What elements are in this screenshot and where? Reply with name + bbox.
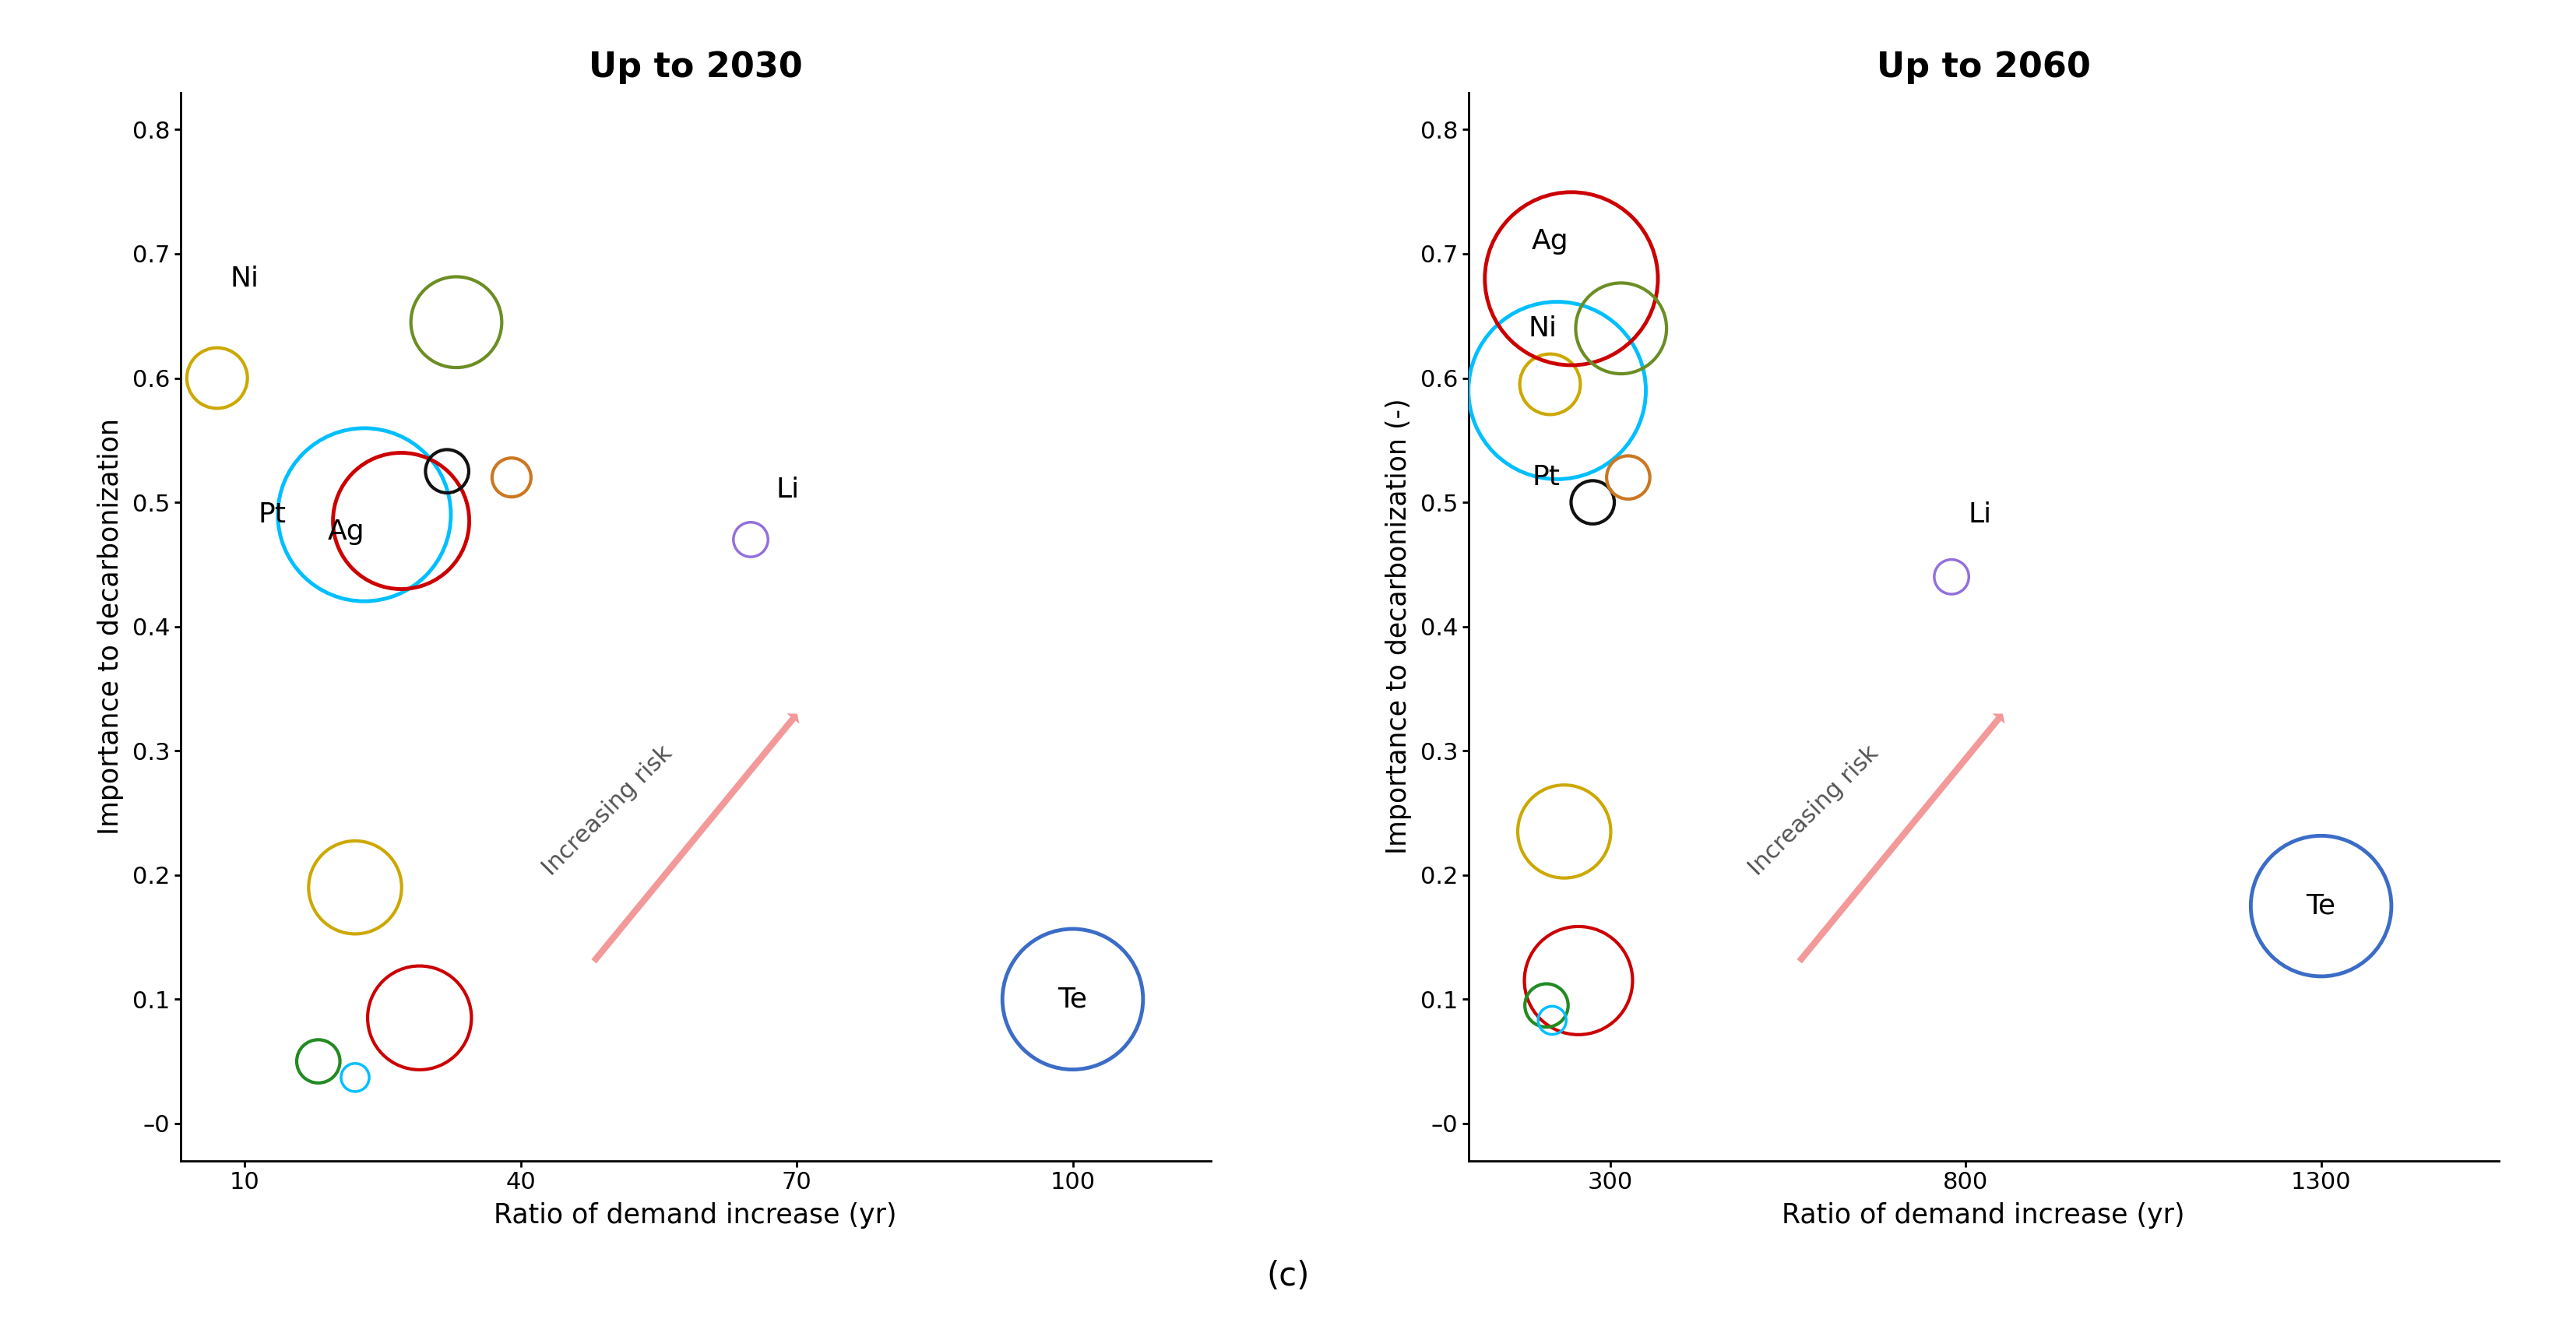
- Point: [381, 510, 422, 532]
- Point: [2300, 896, 2342, 917]
- Text: Li: Li: [1968, 501, 1991, 528]
- Title: Up to 2030: Up to 2030: [587, 50, 804, 84]
- Text: Increasing risk: Increasing risk: [1744, 741, 1883, 880]
- Point: [343, 504, 384, 525]
- Point: [1607, 467, 1649, 488]
- X-axis label: Ratio of demand increase (yr): Ratio of demand increase (yr): [1783, 1202, 2184, 1229]
- Point: [399, 1008, 440, 1029]
- Point: [1051, 989, 1092, 1010]
- Text: Li: Li: [775, 476, 799, 503]
- Text: Pt: Pt: [258, 501, 286, 528]
- Y-axis label: Importance to decarbonization (-): Importance to decarbonization (-): [1386, 398, 1412, 855]
- Point: [1535, 380, 1577, 401]
- Text: Ni: Ni: [229, 265, 260, 291]
- Text: Ag: Ag: [1533, 228, 1569, 255]
- Point: [428, 460, 469, 481]
- Point: [492, 467, 533, 488]
- Point: [299, 1051, 340, 1072]
- Point: [729, 529, 770, 550]
- Point: [1530, 373, 1571, 394]
- Text: Pt: Pt: [1533, 464, 1561, 491]
- Point: [1600, 318, 1641, 339]
- Point: [1558, 969, 1600, 991]
- Text: Ni: Ni: [1528, 315, 1558, 342]
- Point: [1525, 995, 1566, 1016]
- Text: Ag: Ag: [327, 518, 363, 545]
- Point: [335, 877, 376, 898]
- Point: [1551, 268, 1592, 289]
- Point: [335, 1067, 376, 1088]
- Text: Increasing risk: Increasing risk: [538, 741, 677, 880]
- Point: [1543, 820, 1584, 842]
- X-axis label: Ratio of demand increase (yr): Ratio of demand increase (yr): [495, 1202, 896, 1229]
- Text: Te: Te: [2306, 893, 2336, 919]
- Point: [1571, 492, 1613, 513]
- Text: (c): (c): [1267, 1260, 1309, 1293]
- Text: Te: Te: [1059, 987, 1087, 1013]
- Point: [1932, 566, 1973, 587]
- Title: Up to 2060: Up to 2060: [1875, 50, 2092, 84]
- Point: [435, 311, 477, 332]
- Point: [196, 368, 237, 389]
- Y-axis label: Importance to decarbonization: Importance to decarbonization: [98, 418, 124, 835]
- Point: [1533, 1010, 1574, 1031]
